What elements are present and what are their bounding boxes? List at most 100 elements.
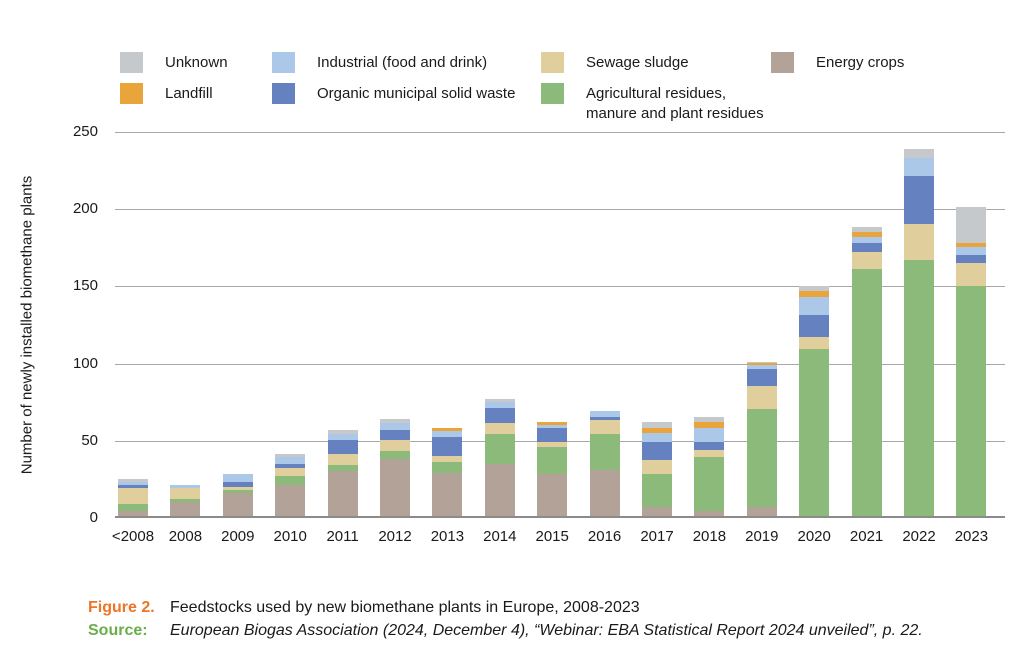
bar-segment-<2008-sewage xyxy=(118,488,148,504)
bar-segment-2014-industrial xyxy=(484,401,515,409)
bar-segment-2018-unknown xyxy=(694,417,725,422)
bar-2019 xyxy=(746,361,777,516)
x-tick-2017: 2017 xyxy=(640,528,674,545)
bar-2022 xyxy=(904,148,934,516)
bar-2018 xyxy=(694,417,725,516)
bar-2023 xyxy=(956,207,987,516)
bar-segment-2008-sewage xyxy=(170,488,201,500)
bar-segment-2013-energy xyxy=(432,472,463,516)
bar-2014 xyxy=(484,398,515,516)
bar-segment-2010-agri xyxy=(275,475,306,486)
bar-segment-2015-energy xyxy=(537,474,568,516)
bar-segment-2014-energy xyxy=(484,463,515,516)
y-tick-50: 50 xyxy=(81,432,98,449)
x-tick-2021: 2021 xyxy=(849,528,884,545)
bar-segment-2017-sewage xyxy=(642,460,672,475)
legend-swatch-unknown xyxy=(120,52,143,73)
legend-swatch-energy xyxy=(771,52,794,73)
x-tick-2013: 2013 xyxy=(430,528,465,545)
bar-segment-2022-agri xyxy=(904,259,934,516)
x-tick-2019: 2019 xyxy=(745,528,779,545)
gridline-100 xyxy=(115,364,1005,365)
bar-segment-2010-industrial xyxy=(275,457,306,464)
bar-segment-2015-industrial xyxy=(537,424,568,429)
bar-segment-2018-landfill xyxy=(694,421,725,429)
bar-segment-2011-sewage xyxy=(327,454,358,466)
bar-segment-2020-omsw xyxy=(799,315,830,337)
bar-segment-2014-agri xyxy=(484,434,515,464)
x-axis-line xyxy=(115,516,1005,518)
gridline-150 xyxy=(115,286,1005,287)
bar-segment-2016-agri xyxy=(589,434,620,470)
legend-swatch-landfill xyxy=(120,83,143,104)
bar-segment-<2008-industrial xyxy=(118,482,148,486)
legend-label-omsw: Organic municipal solid waste xyxy=(317,85,516,102)
figure-caption-text: Feedstocks used by new biomethane plants… xyxy=(170,599,640,616)
x-tick-2008: 2008 xyxy=(168,528,203,545)
bar-segment-2012-energy xyxy=(380,458,410,516)
x-tick-2009: 2009 xyxy=(221,528,255,545)
legend-label-agri: Agricultural residues, manure and plant … xyxy=(586,85,764,122)
bar-2016 xyxy=(589,411,620,516)
bar-segment-2009-sewage xyxy=(222,486,253,490)
bar-2013 xyxy=(432,428,463,516)
x-tick-2022: 2022 xyxy=(902,528,936,545)
source-label: Source: xyxy=(88,622,148,639)
bar-segment-2019-industrial xyxy=(746,364,777,370)
bar-segment-2011-energy xyxy=(327,471,358,516)
bar-segment-2011-unknown xyxy=(327,429,358,435)
legend-swatch-industrial xyxy=(272,52,295,73)
bar-segment-2008-energy xyxy=(170,502,201,516)
bar-segment-2016-sewage xyxy=(589,420,620,435)
bar-segment-2017-omsw xyxy=(642,441,672,461)
bar-segment-2023-landfill xyxy=(956,242,987,248)
bar-segment-2019-sewage xyxy=(746,386,777,410)
legend-label-landfill: Landfill xyxy=(165,85,213,102)
bar-segment-<2008-energy xyxy=(118,511,148,516)
bar-segment-2020-landfill xyxy=(799,290,830,297)
bar-2015 xyxy=(537,421,568,516)
y-tick-100: 100 xyxy=(72,355,98,372)
bar-segment-2013-agri xyxy=(432,462,463,473)
bar-segment-<2008-omsw xyxy=(118,485,148,489)
bar-segment-2013-landfill xyxy=(432,428,463,432)
plot-area xyxy=(115,132,1005,518)
bar-segment-2016-omsw xyxy=(589,417,620,421)
bar-segment-2013-industrial xyxy=(432,431,463,438)
bar-segment-2010-unknown xyxy=(275,454,306,458)
bar-segment-<2008-unknown xyxy=(118,479,148,483)
bar-segment-2012-unknown xyxy=(380,418,410,424)
bar-segment-2019-agri xyxy=(746,409,777,507)
bar-segment-2017-industrial xyxy=(642,432,672,442)
bar-segment-2009-agri xyxy=(222,489,253,493)
x-tick-2018: 2018 xyxy=(692,528,727,545)
bar-segment-2019-landfill xyxy=(746,363,777,365)
bar-segment-2014-omsw xyxy=(484,408,515,424)
bar-segment-2021-sewage xyxy=(851,252,882,269)
bar-segment-2009-energy xyxy=(222,492,253,516)
legend-swatch-agri xyxy=(541,83,564,104)
bar-segment-2009-industrial xyxy=(222,474,253,483)
bar-segment-2019-energy xyxy=(746,506,777,516)
bar-segment-2020-sewage xyxy=(799,336,830,350)
bar-segment-2012-omsw xyxy=(380,429,410,441)
figure-number-label: Figure 2. xyxy=(88,599,155,616)
bar-segment-2022-omsw xyxy=(904,176,934,225)
legend-swatch-sewage xyxy=(541,52,564,73)
bar-<2008 xyxy=(118,479,148,516)
x-tick-2011: 2011 xyxy=(326,528,359,545)
bar-segment-2009-omsw xyxy=(222,482,253,487)
bar-segment-2013-omsw xyxy=(432,437,463,456)
legend-label-sewage: Sewage sludge xyxy=(586,54,689,71)
bar-segment-2015-sewage xyxy=(537,441,568,447)
bar-segment-2021-unknown xyxy=(851,227,882,232)
bar-segment-2021-agri xyxy=(851,269,882,516)
x-tick-2010: 2010 xyxy=(273,528,307,545)
bar-segment-2015-agri xyxy=(537,446,568,475)
bar-segment-2017-agri xyxy=(642,474,672,507)
bar-segment-2008-industrial xyxy=(170,485,201,489)
bar-segment-2018-agri xyxy=(694,457,725,512)
x-tick-2016: 2016 xyxy=(587,528,622,545)
bar-segment-2015-omsw xyxy=(537,428,568,442)
bar-segment-2020-industrial xyxy=(799,296,830,316)
